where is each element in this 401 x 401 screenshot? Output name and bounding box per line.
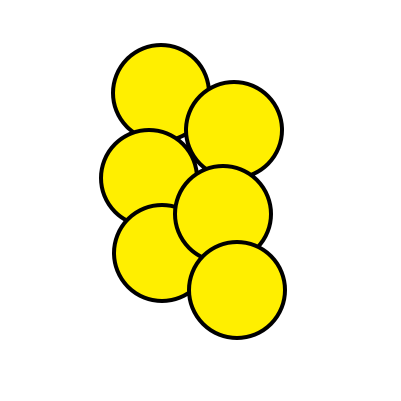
circle-upper-right bbox=[184, 80, 284, 180]
circle-bottom-right bbox=[187, 240, 287, 340]
circles-group bbox=[99, 43, 287, 340]
